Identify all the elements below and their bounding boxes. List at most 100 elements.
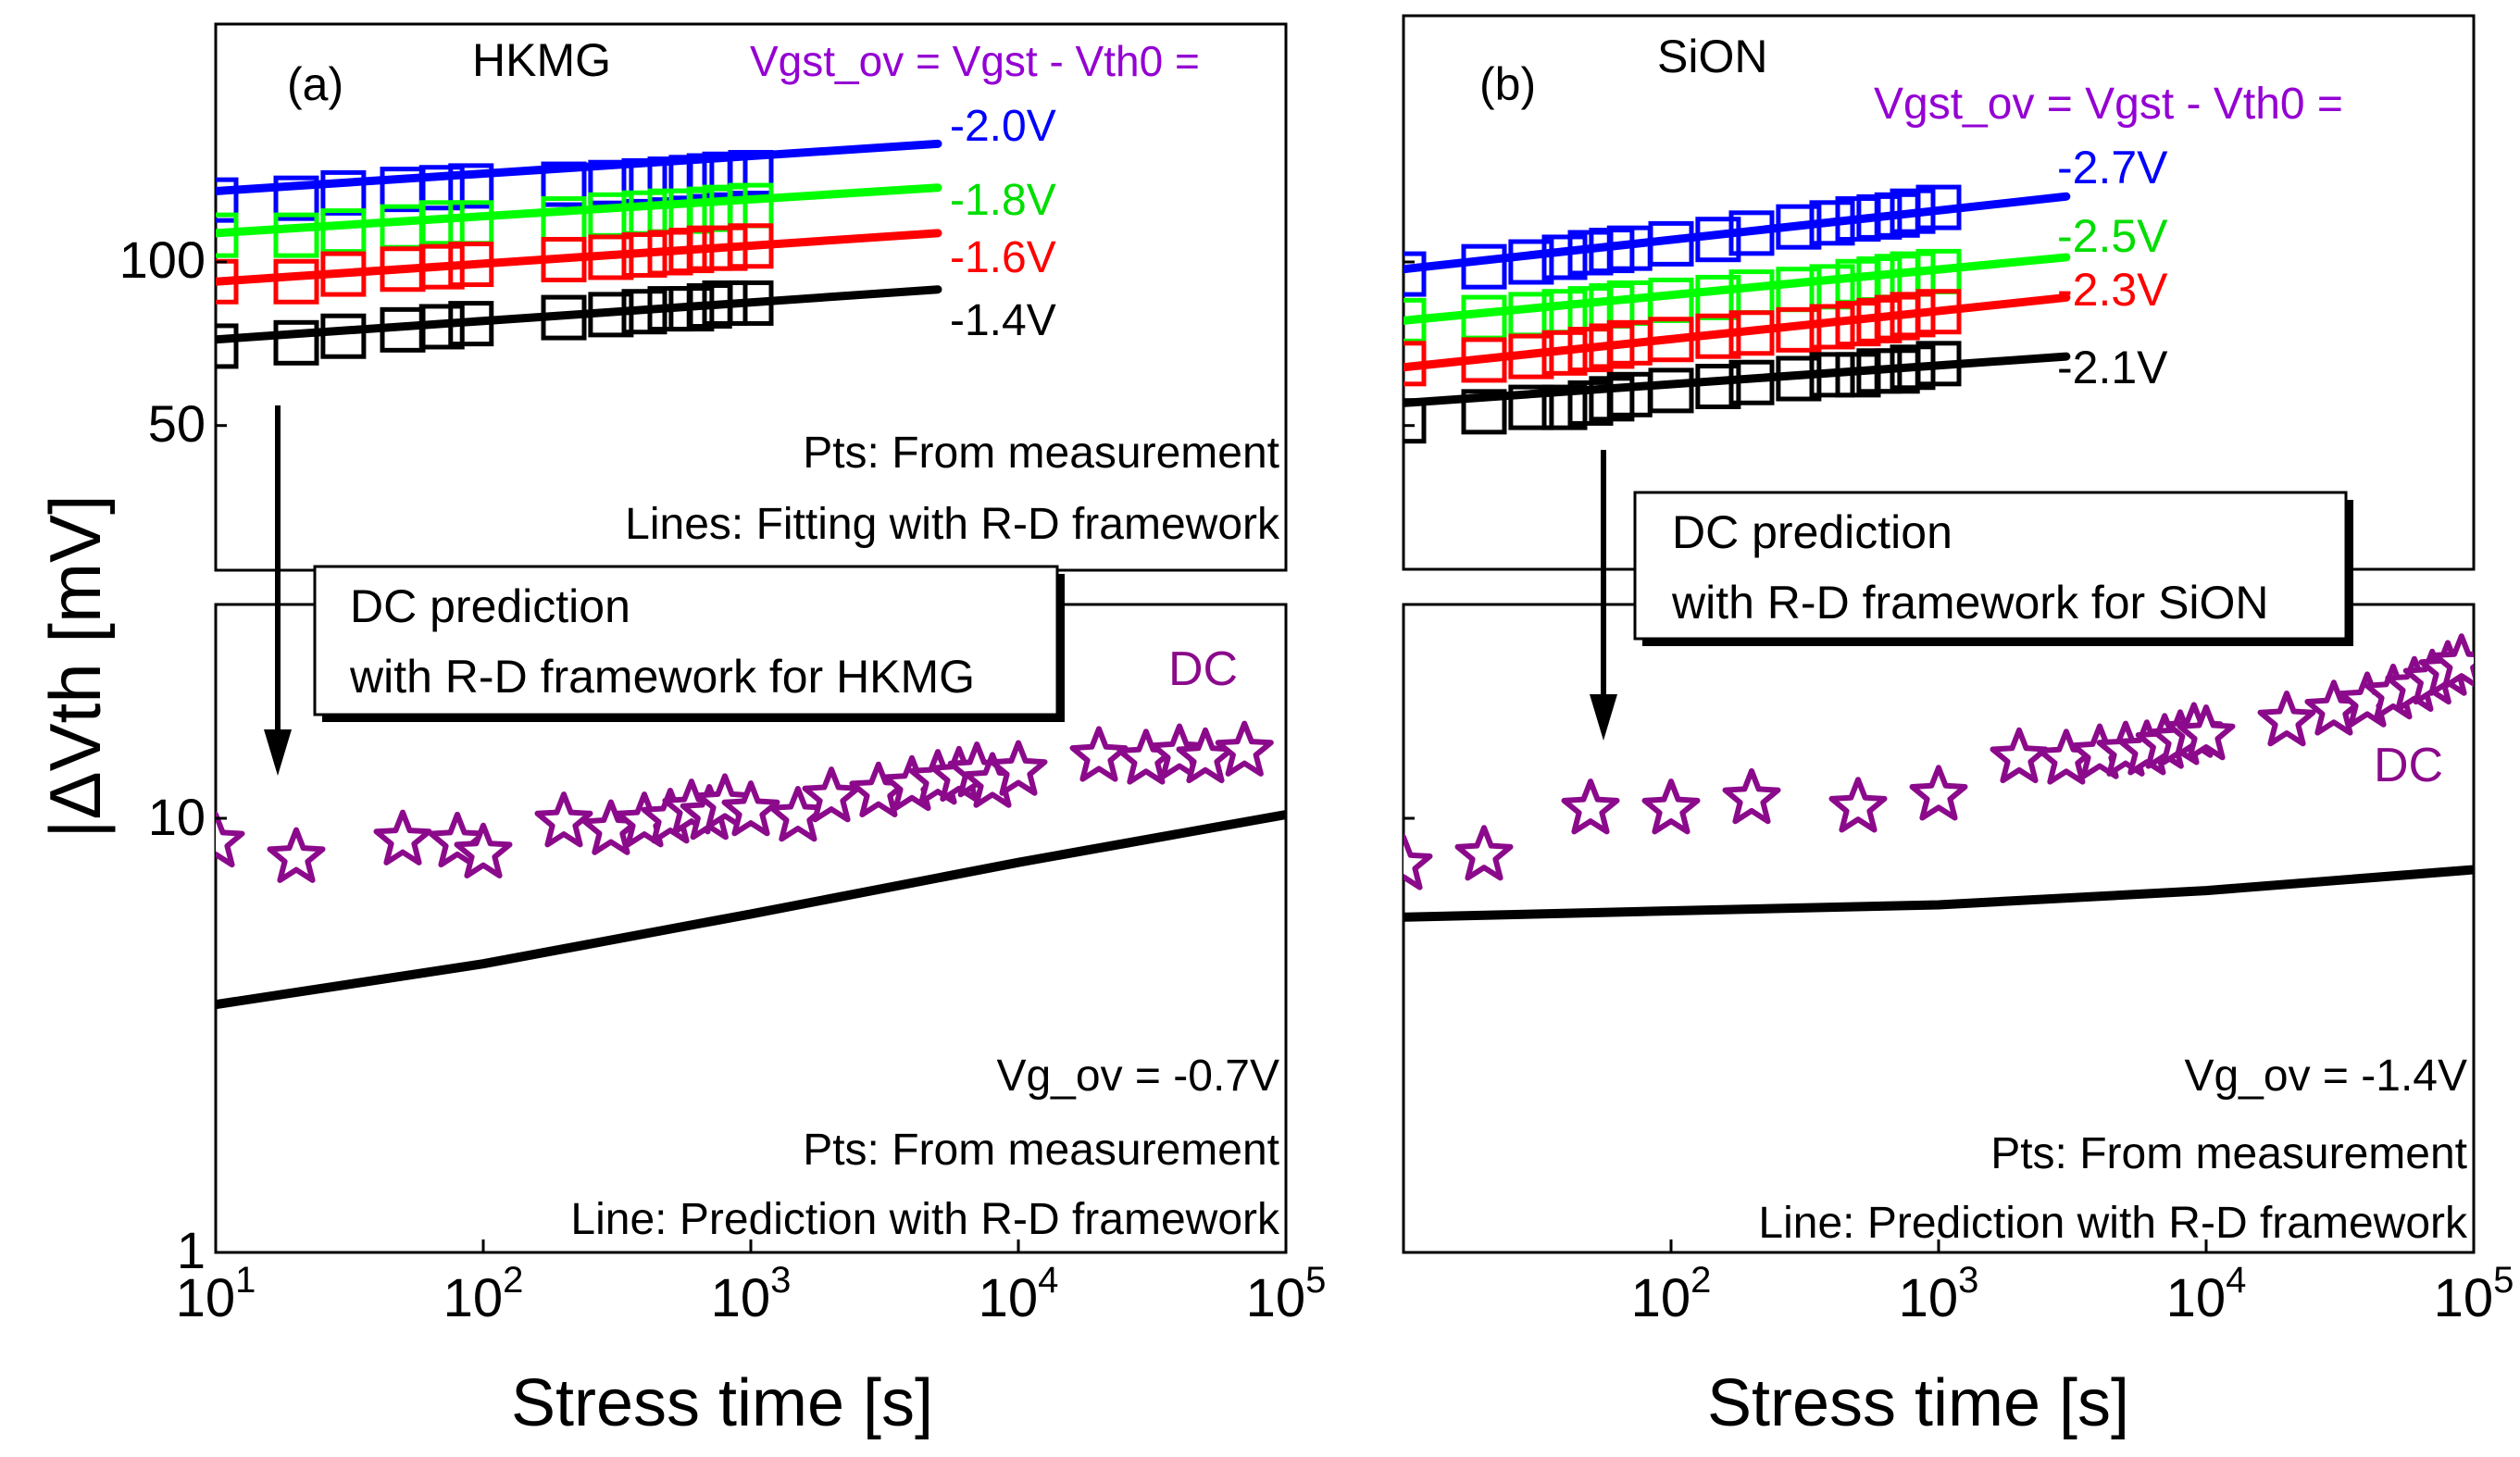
data-point-square	[1508, 239, 1554, 285]
data-point-square	[320, 208, 367, 255]
x-tick-label: 104	[2166, 1260, 2247, 1328]
data-point-square	[1541, 330, 1588, 376]
data-point-square	[1695, 217, 1741, 263]
plot-area-a_bottom	[216, 720, 1286, 1010]
dc-star-point	[721, 780, 780, 837]
dc-star-point	[1990, 727, 2049, 784]
data-point-square	[380, 204, 426, 250]
data-point-square	[1461, 243, 1507, 290]
data-point-square	[1589, 376, 1635, 422]
panel-a-x-axis-label: Stress time [s]	[511, 1366, 933, 1440]
data-point-square	[1776, 204, 1822, 250]
data-point-square	[588, 292, 634, 338]
fit-line--2.5V	[1403, 253, 2071, 325]
data-point-square	[1589, 323, 1635, 369]
dc-star-point	[2432, 633, 2474, 690]
data-point-square	[1461, 389, 1507, 435]
panel-b-series-label: -2.1V	[2057, 342, 2168, 393]
fit-line--2.7V	[1403, 192, 2071, 274]
x-tick-label: 102	[1631, 1260, 1712, 1328]
panel-a-bottom-tick-1: 1	[177, 1221, 206, 1279]
panel-b-series-label: -2.3V	[2057, 264, 2168, 316]
fit-line--2.0V	[216, 139, 942, 195]
data-point-square	[621, 231, 667, 278]
panel-b-series-label: -2.5V	[2057, 210, 2168, 262]
prediction-line	[216, 810, 1286, 1010]
data-point-square	[1508, 384, 1554, 430]
x-tick-label: 103	[1899, 1260, 1979, 1328]
data-point-square	[320, 251, 367, 297]
fit-line--2.3V	[1403, 293, 2071, 372]
data-point-square	[1541, 234, 1588, 280]
fit-line--2.1V	[1403, 352, 2071, 407]
x-tick-label: 105	[2434, 1260, 2514, 1328]
panel-a-top-note-2: Lines: Fitting with R-D framework	[625, 500, 1280, 549]
data-point-square	[1728, 359, 1775, 405]
data-point-square	[216, 212, 239, 258]
panel-b-bottom-note-3: Line: Prediction with R-D framework	[1758, 1199, 2468, 1248]
dc-star-point	[802, 766, 861, 823]
data-point-square	[1915, 289, 1962, 335]
dc-star-point	[1561, 778, 1620, 835]
panel-a-series-label: -1.4V	[950, 296, 1056, 345]
x-tick-label: 105	[1246, 1260, 1327, 1328]
data-point-square	[1776, 355, 1822, 402]
panel-b-prediction-line-1: DC prediction	[1672, 506, 1952, 558]
data-point-square	[448, 163, 494, 209]
panel-a-legend-header: Vgst_ov = Vgst - Vth0 =	[750, 37, 1200, 85]
panel-a-prediction-box	[313, 565, 1059, 716]
data-point-square	[216, 323, 239, 369]
prediction-line	[1403, 865, 2474, 922]
dc-star-point	[1641, 778, 1701, 835]
data-point-square	[1856, 297, 1902, 343]
data-point-square	[541, 294, 587, 341]
panel-a-top-note-1: Pts: From measurement	[803, 429, 1279, 478]
dc-star-point	[454, 822, 513, 878]
data-point-square	[588, 159, 634, 205]
dc-star-point	[1722, 767, 1781, 825]
panel-a-label: (a)	[287, 58, 343, 110]
data-point-square	[273, 258, 319, 305]
data-point-square	[1695, 313, 1741, 359]
dc-star-point	[1828, 777, 1888, 833]
data-point-square	[621, 157, 667, 204]
plot-area-b_top	[1403, 184, 2071, 444]
panel-b-series-label: -2.7V	[2057, 142, 2168, 193]
dc-star-point	[1454, 825, 1514, 881]
dc-star-point	[2257, 691, 2316, 747]
data-point-square	[1695, 364, 1741, 410]
data-point-square	[273, 212, 319, 258]
dc-star-point	[1215, 720, 1274, 777]
data-point-square	[1890, 344, 1936, 391]
panel-b-prediction-box	[1633, 491, 2348, 641]
y-axis-label: |ΔVth [mV]	[34, 494, 116, 838]
data-point-square	[541, 161, 587, 207]
dc-star-point	[1403, 834, 1433, 890]
data-point-square	[1728, 210, 1775, 256]
data-point-square	[273, 175, 319, 221]
data-point-square	[448, 301, 494, 347]
panel-a-bottom-note-2: Pts: From measurement	[803, 1126, 1279, 1175]
panel-a-dc-label: DC	[1168, 642, 1238, 696]
panel-b-prediction-box-shadow	[2346, 500, 2353, 646]
dc-star-point	[373, 809, 432, 865]
data-point-square	[1403, 398, 1427, 444]
data-point-square	[1915, 184, 1962, 230]
data-point-square	[1809, 200, 1855, 246]
dc-star-point	[216, 811, 245, 868]
panel-a-bottom-tick-10: 10	[148, 788, 206, 846]
dc-star-point	[2177, 704, 2236, 761]
panel-a-top-tick-100: 100	[119, 230, 206, 289]
data-point-square	[1508, 333, 1554, 380]
data-point-square	[1648, 317, 1694, 363]
panel-a-title: HKMG	[472, 34, 611, 86]
data-point-square	[1809, 352, 1855, 398]
data-point-square	[1403, 341, 1427, 387]
panel-a-series-label: -1.8V	[950, 176, 1056, 225]
x-tick-label: 103	[711, 1260, 792, 1328]
dc-star-point	[1069, 726, 1129, 782]
data-point-square	[728, 280, 774, 326]
x-tick-label: 104	[979, 1260, 1059, 1328]
panel-b-bottom-note-1: Vg_ov = -1.4V	[2184, 1052, 2467, 1101]
panel-a-series-label: -1.6V	[950, 233, 1056, 282]
